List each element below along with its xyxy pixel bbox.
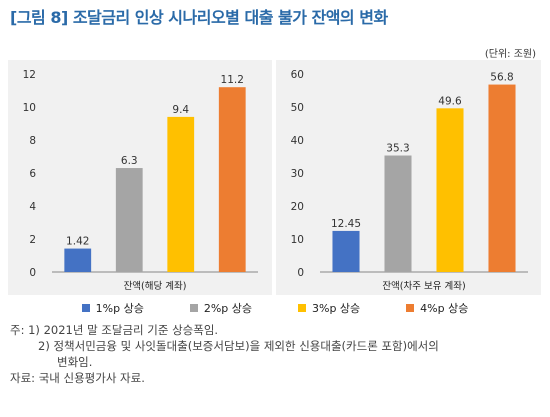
data-label: 56.8 [490, 72, 513, 84]
note-line-2: 2) 정책서민금융 및 사잇돌대출(보증서담보)을 제외한 신용대출(카드론 포… [38, 339, 439, 353]
y-tick-label: 20 [291, 201, 304, 213]
source-line: 자료: 국내 신용평가사 자료. [10, 371, 145, 385]
bar [167, 116, 195, 273]
data-label: 12.45 [331, 218, 361, 230]
legend-item-2: 2%p 상승 [189, 300, 252, 316]
legend-swatch-2 [189, 304, 198, 312]
bar [436, 108, 464, 272]
legend-item-3: 3%p 상승 [298, 300, 360, 316]
legend-label-2: 2%p 상승 [203, 302, 252, 315]
bar-chart-right: 0 10 20 30 40 50 60 12.45 35.3 49.6 56.8 잔액(차주 보유 계… [291, 69, 528, 292]
data-label: 9.4 [172, 104, 189, 116]
data-label: 6.3 [121, 155, 138, 167]
data-label: 35.3 [386, 143, 409, 155]
legend-swatch-1 [81, 304, 90, 312]
legend-item-1: 1%p 상승 [81, 300, 144, 316]
x-axis-label: 잔액(차주 보유 계좌) [382, 280, 465, 292]
y-tick-label: 10 [23, 102, 36, 114]
y-tick-label: 6 [29, 168, 36, 180]
bar [115, 168, 143, 272]
chart-panel-left: 0 2 4 6 8 10 12 1.42 6.3 9.4 11.2 잔액(해당 계좌) [8, 60, 272, 295]
bar [384, 155, 412, 272]
legend-swatch-4 [406, 304, 415, 312]
legend-label-4: 4%p 상승 [420, 302, 469, 315]
y-tick-label: 12 [23, 69, 36, 81]
y-tick-label: 40 [291, 135, 304, 147]
bar [64, 248, 92, 272]
legend-swatch-3 [298, 304, 306, 312]
data-label: 1.42 [66, 236, 89, 248]
data-label: 11.2 [221, 74, 244, 86]
y-tick-label: 10 [291, 234, 304, 246]
y-tick-label: 0 [297, 267, 304, 279]
legend-label-3: 3%p 상승 [312, 302, 361, 315]
chart-legend: 1%p 상승 2%p 상승 3%p 상승 4%p 상승 [0, 300, 550, 316]
bar [488, 84, 516, 272]
y-tick-label: 50 [291, 102, 304, 114]
note-line-1: 주: 1) 2021년 말 조달금리 기준 상승폭임. [10, 323, 219, 337]
unit-label: (단위: 조원) [484, 49, 536, 60]
y-tick-label: 60 [291, 69, 304, 81]
bar [218, 87, 246, 272]
figure-title: [그림 8] 조달금리 인상 시나리오별 대출 불가 잔액의 변화 [10, 8, 388, 27]
note-line-3: 변화임. [57, 355, 93, 369]
y-tick-label: 8 [29, 135, 36, 147]
y-tick-label: 30 [291, 168, 304, 180]
bar [332, 230, 360, 272]
bar-chart-left: 0 2 4 6 8 10 12 1.42 6.3 9.4 11.2 잔액(해당 계좌) [23, 69, 258, 292]
y-tick-label: 2 [29, 234, 36, 246]
y-tick-label: 0 [29, 267, 36, 279]
y-tick-label: 4 [29, 201, 36, 213]
figure-notes: 주: 1) 2021년 말 조달금리 기준 상승폭임. 2) 정책서민금융 및 … [10, 322, 545, 386]
legend-label-1: 1%p 상승 [95, 302, 144, 315]
data-label: 49.6 [438, 95, 462, 107]
chart-panel-right: 0 10 20 30 40 50 60 12.45 35.3 49.6 56.8 잔액(차주 보유 계… [276, 60, 541, 295]
x-axis-label: 잔액(해당 계좌) [124, 280, 187, 292]
legend-item-4: 4%p 상승 [406, 300, 468, 316]
